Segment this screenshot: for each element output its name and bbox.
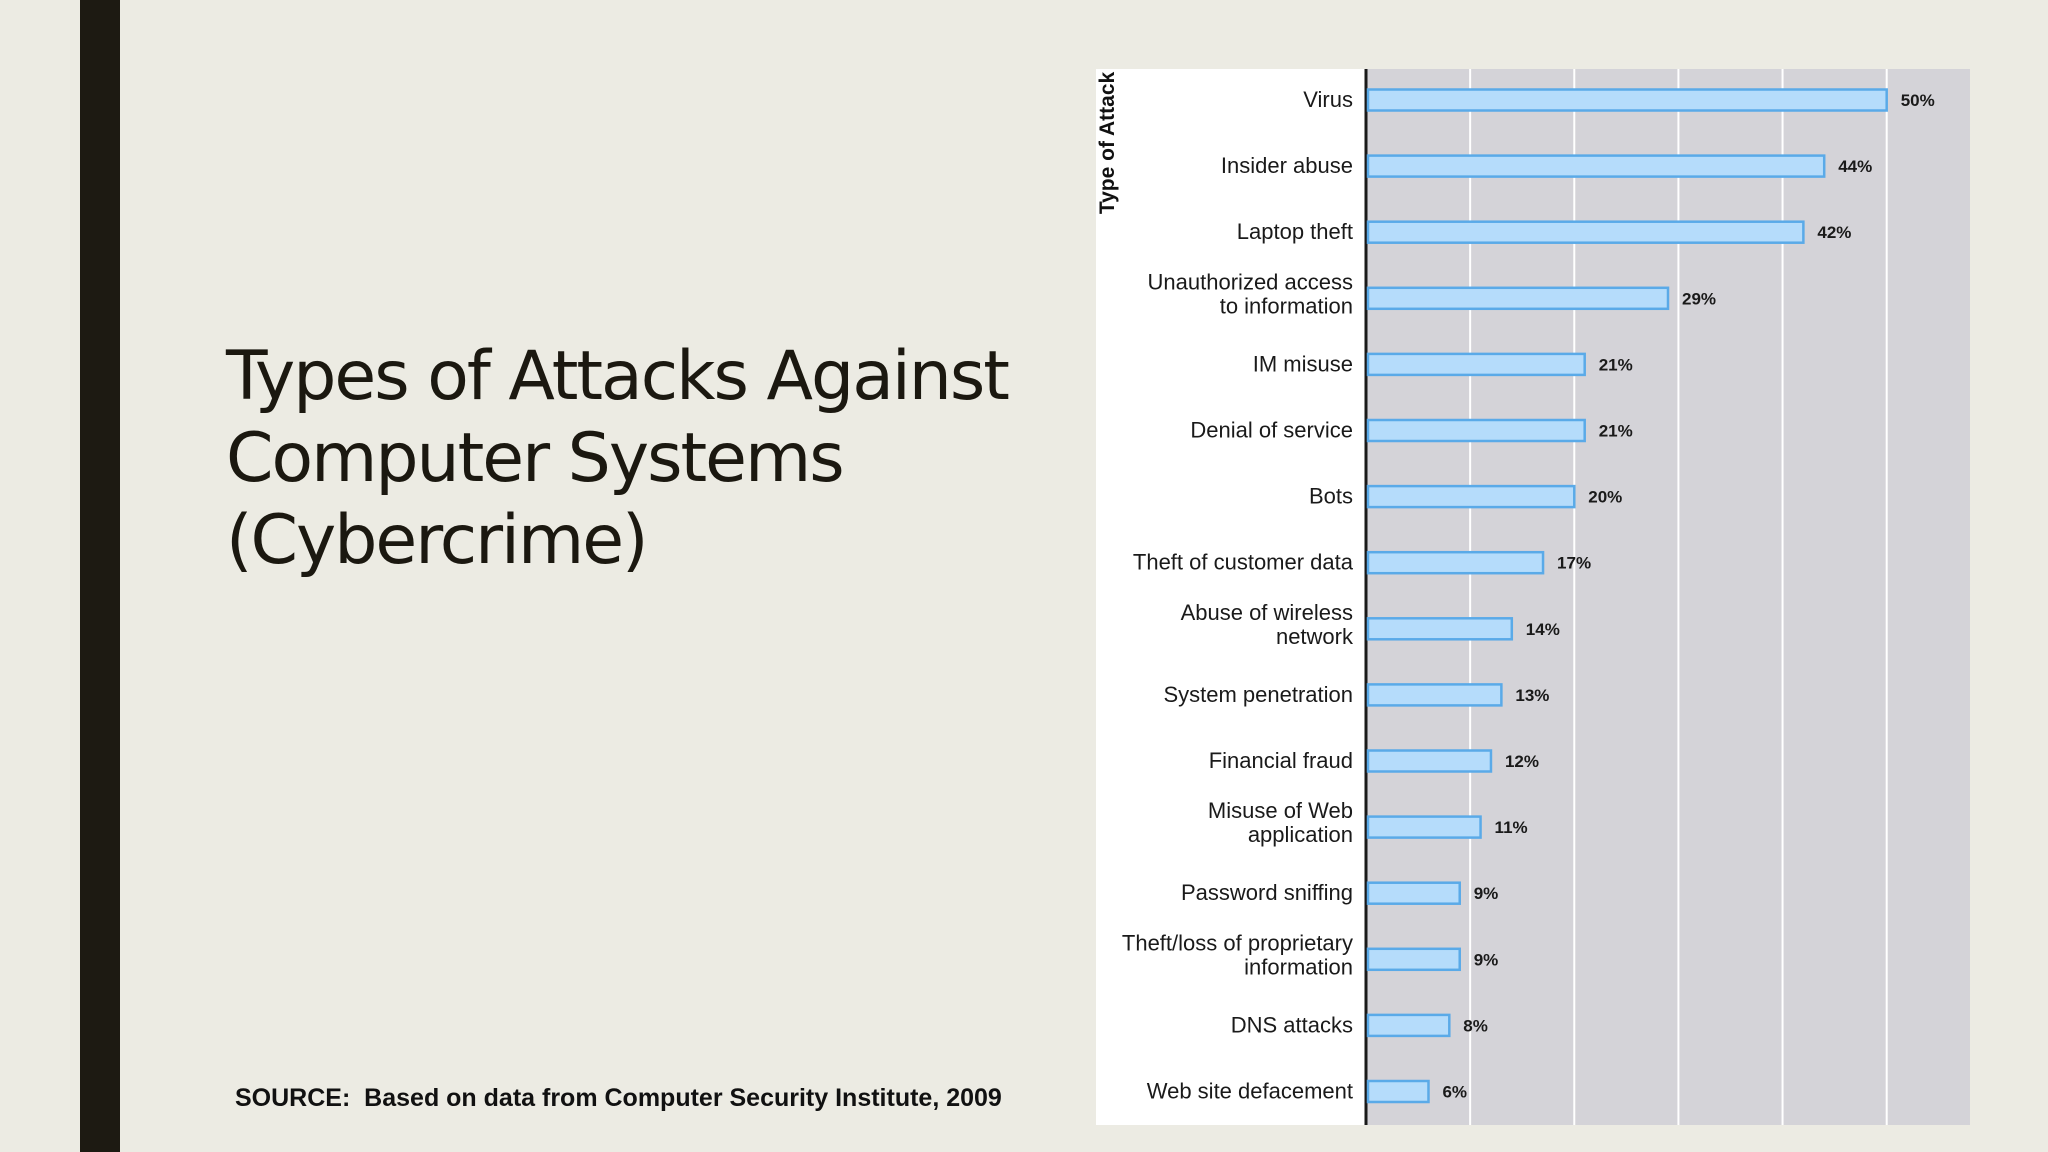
slide-title: Types of Attacks Against Computer System… [226,336,1076,582]
bar [1366,881,1461,905]
value-label: 13% [1515,686,1549,705]
category-label-line: Misuse of Web [1208,798,1353,823]
category-label-line: Laptop theft [1237,219,1353,244]
value-label: 14% [1526,620,1560,639]
category-label: Abuse of wireless network [1181,600,1354,649]
category-label: Theft of customer data [1133,550,1354,575]
category-label-line: Theft of customer data [1133,550,1354,575]
bar [1366,749,1493,773]
bar [1366,683,1503,707]
category-labels: Virus Insider abuse Laptop theft Unauthoriz… [1122,87,1354,1104]
source-note: SOURCE: Based on data from Computer Secu… [235,1084,1002,1112]
value-label: 21% [1599,422,1633,441]
bar [1366,286,1670,311]
category-label-line: Bots [1309,484,1353,509]
category-label: System penetration [1163,682,1353,707]
category-label-line: Theft/loss of proprietary [1122,930,1353,955]
category-label: Financial fraud [1209,748,1353,773]
plot-area [1366,69,1970,1125]
chart-svg: Virus Insider abuse Laptop theft Unauthoriz… [1096,69,1970,1125]
category-label: Web site defacement [1147,1079,1353,1104]
category-label-line: application [1248,822,1353,847]
category-label: Denial of service [1190,418,1353,443]
category-label-line: Virus [1303,87,1353,112]
accent-bar [80,0,120,1152]
category-label: Bots [1309,484,1353,509]
category-label: DNS attacks [1231,1012,1353,1037]
category-label: Theft/loss of proprietary information [1122,930,1353,979]
category-label: Password sniffing [1181,880,1353,905]
value-label: 12% [1505,752,1539,771]
category-label-line: to information [1220,293,1353,318]
value-label: 8% [1463,1016,1488,1035]
bar [1366,352,1586,377]
bar [1366,88,1888,112]
category-label: Unauthorized access to information [1148,269,1353,318]
bar [1366,1079,1430,1104]
value-label: 11% [1495,818,1528,837]
category-label-line: network [1276,624,1354,649]
category-label-line: Unauthorized access [1148,269,1353,294]
bar [1366,815,1482,839]
value-labels: 50% 44% 42% 29% 21% 21% 20% 17% 14% 13% 12% 11% 9% 9%… [1442,91,1934,1102]
bar [1366,154,1826,178]
category-label-line: Abuse of wireless [1181,600,1353,625]
category-label: Insider abuse [1221,153,1353,178]
category-label: IM misuse [1253,351,1353,376]
bar [1366,947,1461,972]
value-label: 9% [1474,884,1499,903]
category-label-line: Denial of service [1190,418,1353,443]
bar-chart: Virus Insider abuse Laptop theft Unauthoriz… [1096,69,1970,1125]
gridlines [1469,69,1888,1125]
category-label-line: DNS attacks [1231,1012,1353,1037]
bar [1366,1013,1451,1038]
value-label: 50% [1901,91,1935,110]
value-label: 17% [1557,554,1591,573]
bar [1366,484,1576,509]
category-label-line: Financial fraud [1209,748,1353,773]
category-label-line: information [1244,954,1353,979]
value-label: 42% [1817,223,1851,242]
category-label: Misuse of Web application [1208,798,1353,847]
value-label: 20% [1588,488,1622,507]
title-line-1: Types of Attacks Against [226,337,1010,416]
value-label: 21% [1599,355,1633,374]
category-label: Laptop theft [1237,219,1353,244]
title-line-2: Computer Systems [226,419,845,498]
category-label-line: System penetration [1163,682,1353,707]
bars [1366,88,1888,1104]
y-axis-title: Type of Attack [1096,72,1119,215]
category-label-line: IM misuse [1253,351,1353,376]
bar [1366,617,1514,641]
bar [1366,220,1805,244]
value-label: 44% [1838,157,1872,176]
category-label-line: Password sniffing [1181,880,1353,905]
label-panel [1096,69,1366,1125]
bar [1366,550,1545,575]
value-label: 9% [1474,950,1499,969]
bar [1366,418,1586,443]
category-label-line: Web site defacement [1147,1079,1353,1104]
category-label-line: Insider abuse [1221,153,1353,178]
title-line-3: (Cybercrime) [226,501,649,580]
category-label: Virus [1303,87,1353,112]
value-label: 29% [1682,289,1716,308]
value-label: 6% [1442,1083,1467,1102]
